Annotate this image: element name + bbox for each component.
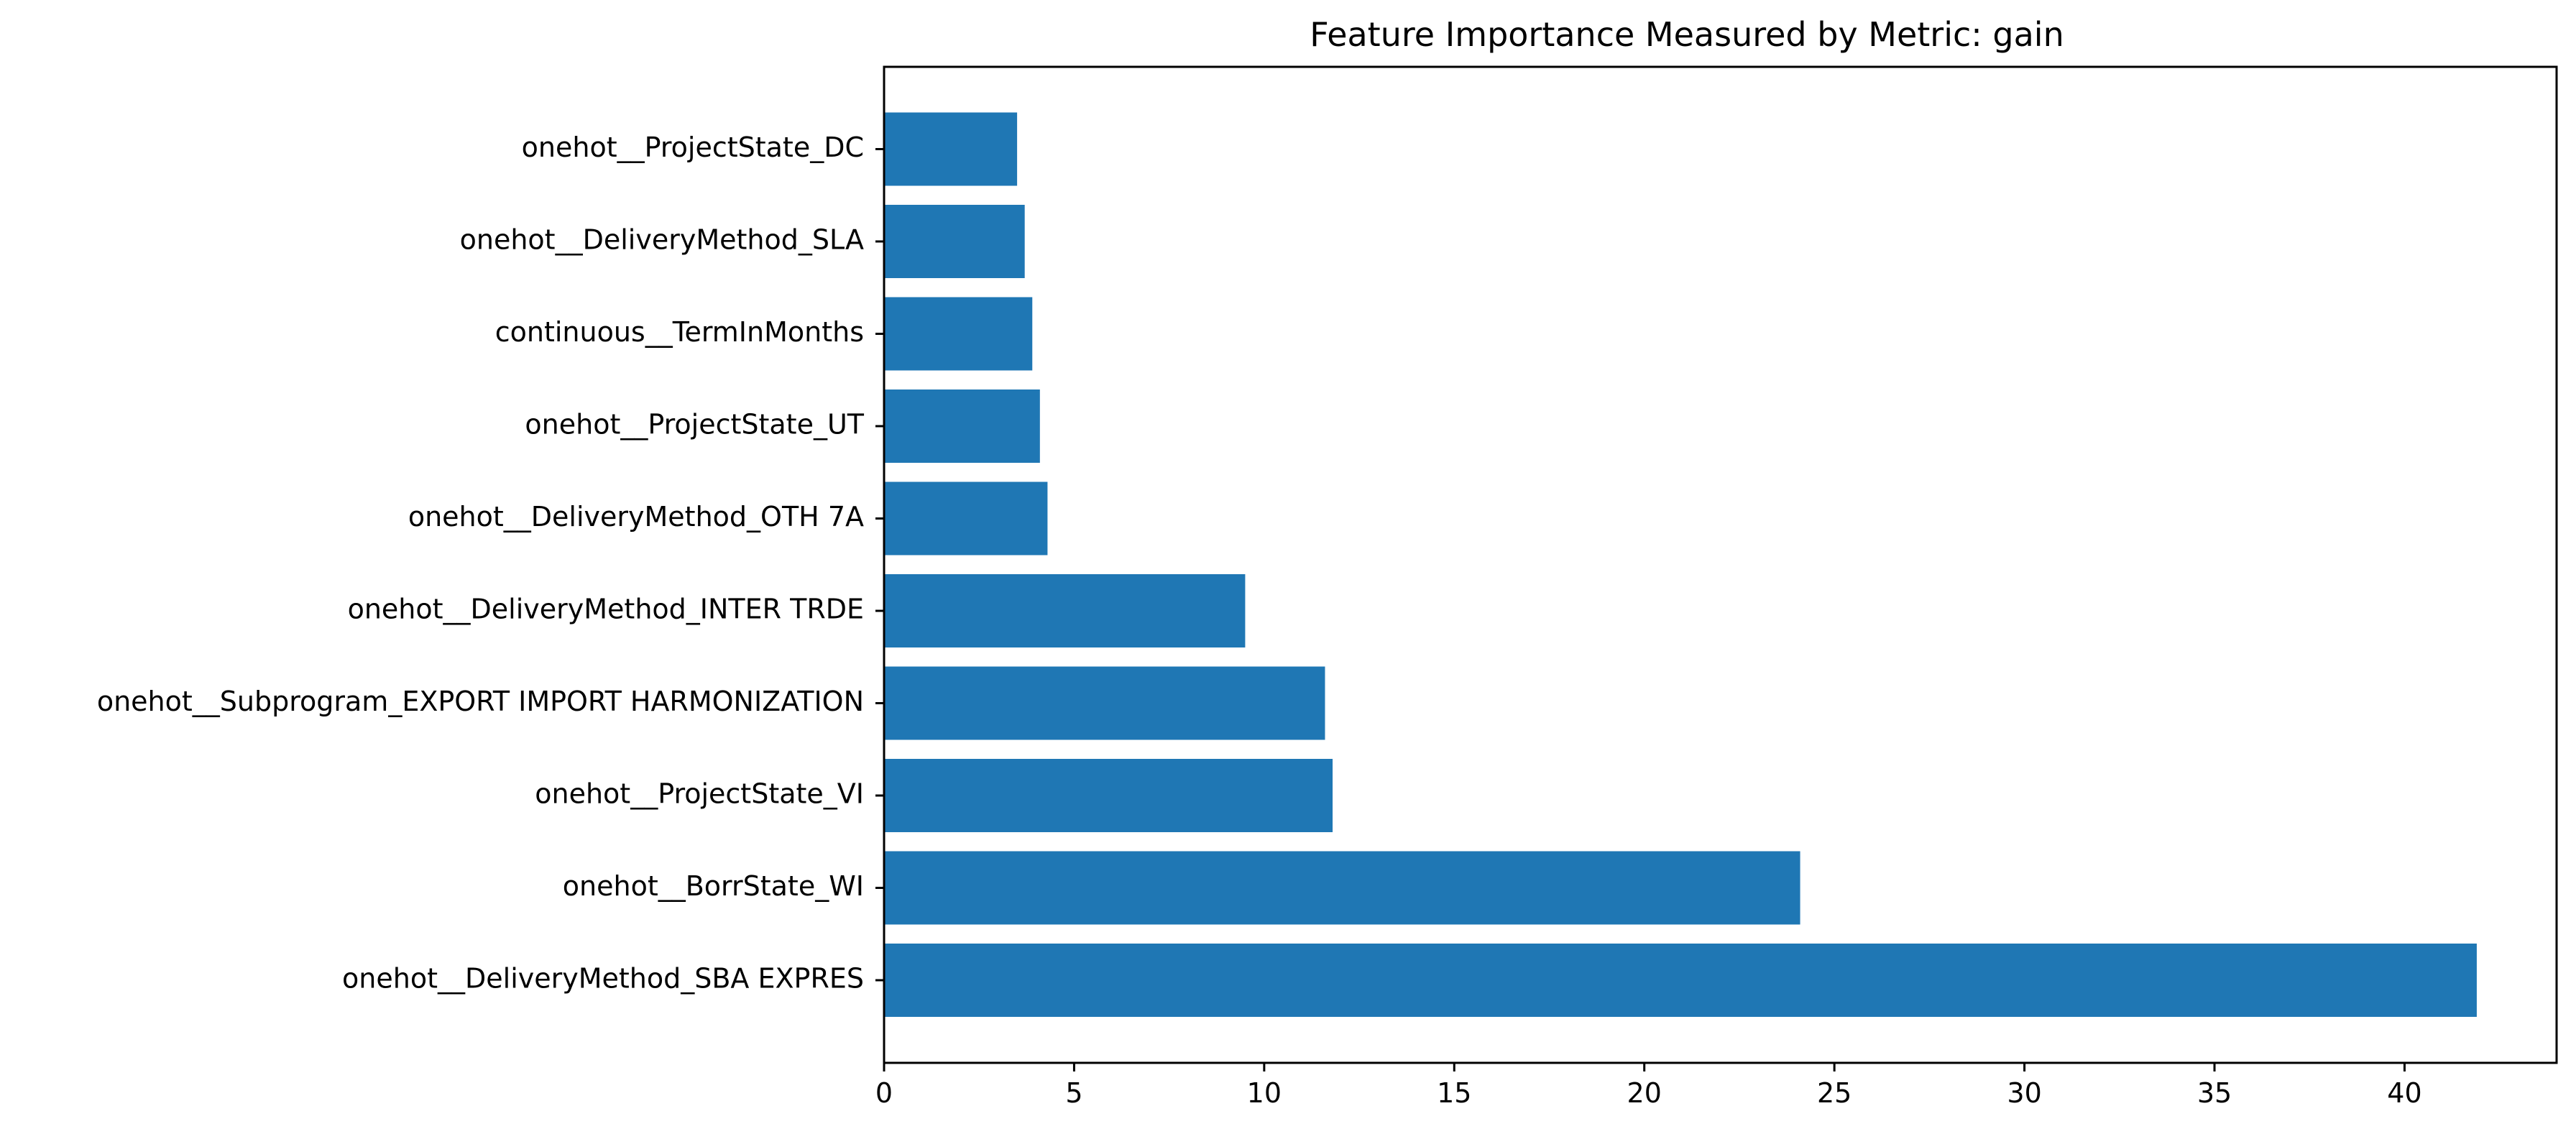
y-tick-label: onehot__DeliveryMethod_SBA EXPRES — [342, 963, 864, 995]
chart-title: Feature Importance Measured by Metric: g… — [1310, 15, 2064, 54]
bar — [884, 759, 1333, 832]
x-tick-label: 10 — [1247, 1077, 1282, 1109]
y-tick-label: onehot__ProjectState_UT — [525, 409, 864, 441]
y-tick-label: onehot__ProjectState_DC — [522, 132, 864, 163]
x-axis-ticks: 0 5 10 15 20 25 30 35 40 — [875, 1063, 2422, 1109]
bars-group — [884, 112, 2477, 1017]
bar — [884, 481, 1048, 556]
y-tick-label: onehot__ProjectState_VI — [535, 778, 864, 810]
x-tick-label: 20 — [1627, 1077, 1662, 1109]
bar — [884, 944, 2477, 1017]
bar — [884, 297, 1033, 371]
y-tick-label: onehot__DeliveryMethod_OTH 7A — [408, 501, 864, 533]
bar — [884, 574, 1246, 647]
y-tick-label: onehot__Subprogram_EXPORT IMPORT HARMONI… — [97, 686, 864, 717]
x-tick-label: 40 — [2387, 1077, 2421, 1109]
bar — [884, 389, 1040, 463]
x-tick-label: 35 — [2197, 1077, 2232, 1109]
x-tick-label: 0 — [875, 1077, 893, 1109]
x-tick-label: 25 — [1817, 1077, 1852, 1109]
y-tick-label: onehot__DeliveryMethod_SLA — [460, 224, 864, 256]
x-tick-label: 15 — [1437, 1077, 1471, 1109]
bar — [884, 666, 1325, 740]
x-tick-label: 5 — [1065, 1077, 1082, 1109]
y-tick-label: continuous__TermInMonths — [495, 316, 864, 348]
x-tick-label: 30 — [2007, 1077, 2041, 1109]
y-tick-label: onehot__BorrState_WI — [563, 870, 864, 902]
bar — [884, 205, 1025, 278]
y-axis-ticks: onehot__DeliveryMethod_SBA EXPRES onehot_… — [97, 132, 884, 995]
bar — [884, 112, 1018, 186]
bar — [884, 851, 1800, 925]
plot-frame — [883, 65, 2558, 1064]
y-tick-label: onehot__DeliveryMethod_INTER TRDE — [348, 594, 864, 625]
